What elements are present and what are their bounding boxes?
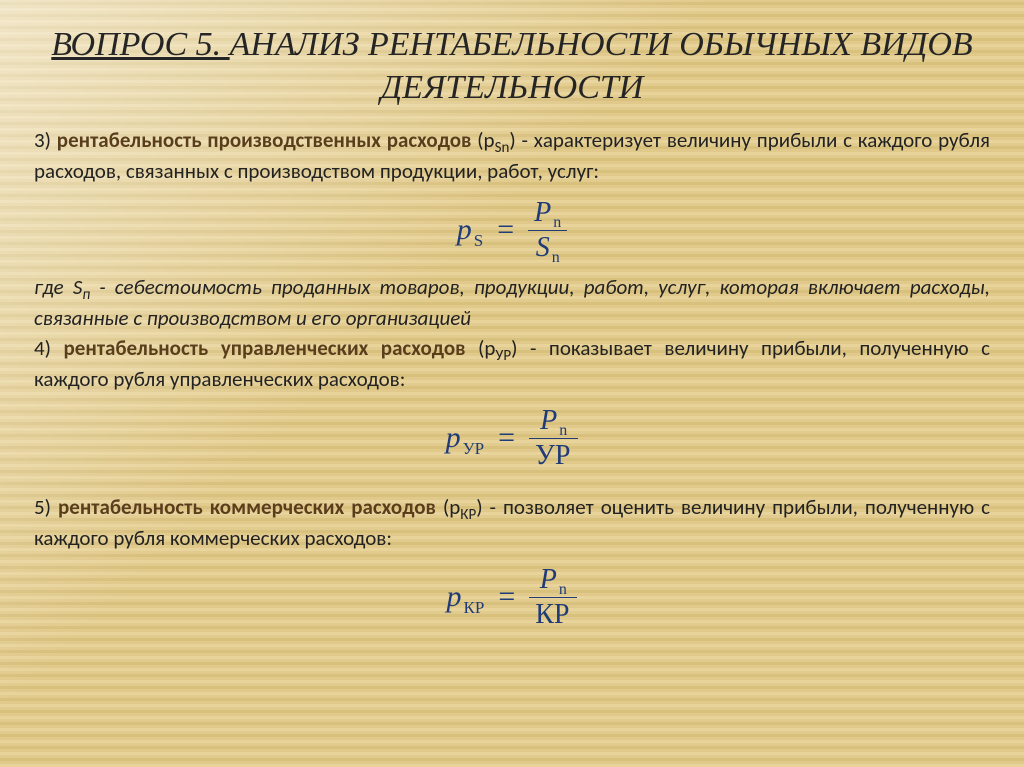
- formula-2: pУР = Pn УР: [446, 406, 579, 470]
- note-sub: п: [82, 286, 90, 304]
- formula3-lhs-sub: КР: [464, 598, 485, 618]
- item3-lead: 3): [34, 127, 57, 153]
- equals-icon: =: [498, 421, 515, 455]
- formula-1-wrap: pS = Pn Sn: [34, 198, 990, 262]
- item5-rest: (р: [436, 494, 460, 520]
- fraction-bar-icon: [528, 230, 567, 231]
- item-5: 5) рентабельность коммерческих расходов …: [34, 494, 990, 551]
- spacer: [34, 482, 990, 490]
- formula2-num-var: P: [540, 406, 557, 435]
- formula3-num-sub: n: [559, 582, 567, 599]
- formula2-num-sub: n: [559, 423, 567, 440]
- note: где Sп - себестоимость проданных товаров…: [34, 274, 990, 331]
- item4-bold: рентабельность управленческих расходов: [64, 335, 466, 361]
- formula2-lhs-var: p: [446, 421, 461, 455]
- formula1-num-var: P: [534, 198, 551, 227]
- item4-sub: УР: [495, 347, 511, 365]
- formula2-lhs: pУР: [446, 421, 485, 455]
- formula1-num: Pn: [528, 198, 567, 227]
- note-text1: где S: [34, 274, 82, 300]
- item-3: 3) рентабельность производственных расхо…: [34, 127, 990, 184]
- formula2-den: УР: [529, 441, 578, 470]
- formula1-num-sub: n: [553, 215, 561, 232]
- formula1-den: Sn: [530, 233, 566, 262]
- item3-rest: (р: [471, 127, 494, 153]
- formula2-lhs-sub: УР: [463, 439, 485, 459]
- formula2-num: Pn: [534, 406, 573, 435]
- formula1-lhs-sub: S: [474, 231, 483, 251]
- slide-title: Вопрос 5. Анализ рентабельности обычных …: [34, 24, 990, 109]
- title-part2: Анализ рентабельности обычных видов деят…: [230, 26, 973, 106]
- formula3-num: Pn: [534, 565, 573, 594]
- note-text2: - себестоимость проданных товаров, проду…: [34, 274, 990, 331]
- formula3-frac: Pn КР: [529, 565, 577, 629]
- fraction-bar-icon: [529, 597, 577, 598]
- item5-sub: КР: [460, 506, 476, 524]
- item3-bold: рентабельность производственных расходов: [57, 127, 472, 153]
- formula1-frac: Pn Sn: [528, 198, 567, 262]
- formula3-den-var: КР: [535, 600, 569, 629]
- item3-sub: Sn: [495, 139, 510, 157]
- formula3-num-var: P: [540, 565, 557, 594]
- fraction-bar-icon: [529, 438, 578, 439]
- equals-icon: =: [497, 213, 514, 247]
- item-4: 4) рентабельность управленческих расходо…: [34, 335, 990, 392]
- item5-lead: 5): [34, 494, 58, 520]
- formula-2-wrap: pУР = Pn УР: [34, 406, 990, 470]
- formula-3: pКР = Pn КР: [447, 565, 578, 629]
- item4-rest: (р: [466, 335, 496, 361]
- item4-lead: 4): [34, 335, 64, 361]
- formula1-den-var: S: [536, 233, 550, 262]
- title-part1: Вопрос 5.: [51, 26, 229, 63]
- formula1-den-sub: n: [552, 250, 560, 267]
- formula-1: pS = Pn Sn: [457, 198, 568, 262]
- formula3-den: КР: [529, 600, 577, 629]
- formula3-lhs-var: p: [447, 580, 462, 614]
- formula1-lhs-var: p: [457, 213, 472, 247]
- formula2-frac: Pn УР: [529, 406, 578, 470]
- equals-icon: =: [498, 580, 515, 614]
- formula1-lhs: pS: [457, 213, 483, 247]
- item5-bold: рентабельность коммерческих расходов: [58, 494, 436, 520]
- formula-3-wrap: pКР = Pn КР: [34, 565, 990, 629]
- formula2-den-var: УР: [535, 441, 570, 470]
- formula3-lhs: pКР: [447, 580, 485, 614]
